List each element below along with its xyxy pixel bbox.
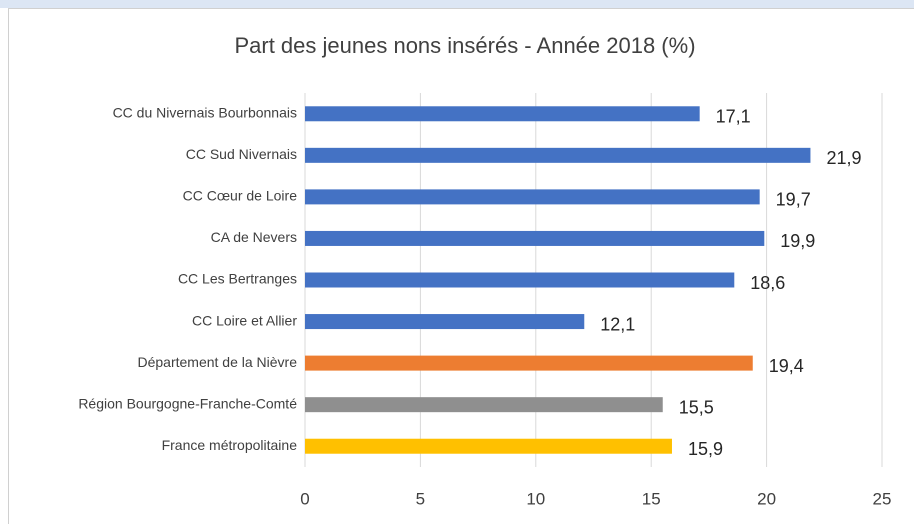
y-tick-label: Département de la Nièvre xyxy=(137,354,297,370)
value-label: 21,9 xyxy=(826,148,861,168)
x-tick-label: 10 xyxy=(526,489,545,508)
chart-frame xyxy=(8,8,914,524)
y-tick-label: France métropolitaine xyxy=(162,437,298,453)
bar xyxy=(305,147,811,163)
bar xyxy=(305,106,700,122)
bar xyxy=(305,230,765,246)
value-label: 19,4 xyxy=(769,356,804,376)
value-label: 19,7 xyxy=(776,190,811,210)
value-label: 19,9 xyxy=(780,231,815,251)
value-label: 12,1 xyxy=(600,314,635,334)
value-label: 18,6 xyxy=(750,273,785,293)
y-tick-label: CC Cœur de Loire xyxy=(183,188,298,204)
y-tick-label: CC du Nivernais Bourbonnais xyxy=(113,104,297,120)
y-tick-label: Région Bourgogne-Franche-Comté xyxy=(78,395,297,411)
value-label: 15,9 xyxy=(688,439,723,459)
x-tick-label: 20 xyxy=(757,489,776,508)
bar xyxy=(305,189,760,205)
y-tick-label: CC Les Bertranges xyxy=(178,271,297,287)
value-label: 15,5 xyxy=(679,397,714,417)
x-tick-label: 0 xyxy=(300,489,309,508)
y-tick-label: CC Sud Nivernais xyxy=(186,146,297,162)
window-strip xyxy=(0,0,914,8)
x-tick-label: 15 xyxy=(642,489,661,508)
bar xyxy=(305,272,735,288)
value-label: 17,1 xyxy=(716,107,751,127)
x-tick-label: 5 xyxy=(416,489,425,508)
y-tick-label: CA de Nevers xyxy=(211,229,297,245)
x-tick-label: 25 xyxy=(873,489,892,508)
chart-title: Part des jeunes nons insérés - Année 201… xyxy=(234,33,695,58)
bar xyxy=(305,355,753,371)
y-tick-label: CC Loire et Allier xyxy=(192,312,297,328)
bar xyxy=(305,438,672,454)
bar xyxy=(305,397,663,413)
bar xyxy=(305,314,585,330)
